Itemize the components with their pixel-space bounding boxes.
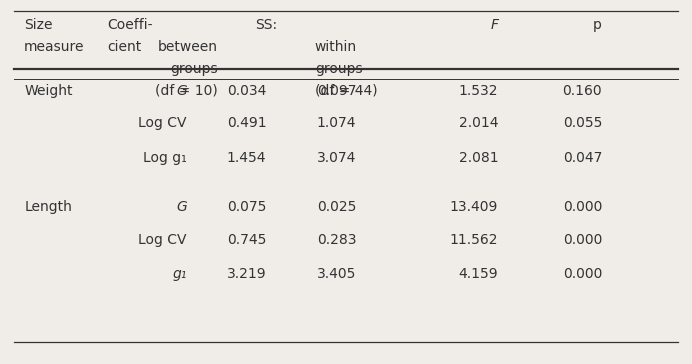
Text: 0.160: 0.160 [563, 84, 602, 98]
Text: 0.025: 0.025 [317, 200, 356, 214]
Text: 11.562: 11.562 [450, 233, 498, 247]
Text: 0.000: 0.000 [563, 233, 602, 247]
Text: 1.454: 1.454 [227, 151, 266, 165]
Text: 0.000: 0.000 [563, 200, 602, 214]
Text: F: F [490, 18, 498, 32]
Text: 3.405: 3.405 [317, 268, 356, 281]
Text: Log g₁: Log g₁ [143, 151, 187, 165]
Text: Length: Length [24, 200, 72, 214]
Text: within: within [315, 40, 357, 54]
Text: 0.047: 0.047 [563, 151, 602, 165]
Text: Coeffi-: Coeffi- [107, 18, 153, 32]
Text: Log CV: Log CV [138, 116, 187, 130]
Text: (df = 10): (df = 10) [155, 84, 218, 98]
Text: cient: cient [107, 40, 141, 54]
Text: SS:: SS: [255, 18, 277, 32]
Text: 0.745: 0.745 [227, 233, 266, 247]
Text: 0.491: 0.491 [227, 116, 266, 130]
Text: 2.014: 2.014 [459, 116, 498, 130]
Text: (df = 44): (df = 44) [315, 84, 377, 98]
Text: 0.283: 0.283 [317, 233, 356, 247]
Text: Size: Size [24, 18, 53, 32]
Text: 0.055: 0.055 [563, 116, 602, 130]
Text: 4.159: 4.159 [459, 268, 498, 281]
Text: 2.081: 2.081 [459, 151, 498, 165]
Text: G: G [176, 84, 187, 98]
Text: Weight: Weight [24, 84, 73, 98]
Text: measure: measure [24, 40, 84, 54]
Text: 0.075: 0.075 [227, 200, 266, 214]
Text: p: p [593, 18, 602, 32]
Text: g₁: g₁ [172, 268, 187, 281]
Text: 3.219: 3.219 [227, 268, 266, 281]
Text: G: G [176, 200, 187, 214]
Text: 0.000: 0.000 [563, 268, 602, 281]
Text: 1.532: 1.532 [459, 84, 498, 98]
Text: Log CV: Log CV [138, 233, 187, 247]
Text: 13.409: 13.409 [450, 200, 498, 214]
Text: between: between [158, 40, 218, 54]
Text: groups: groups [170, 62, 218, 76]
Text: 0.097: 0.097 [317, 84, 356, 98]
Text: 0.034: 0.034 [227, 84, 266, 98]
Text: 1.074: 1.074 [317, 116, 356, 130]
Text: 3.074: 3.074 [317, 151, 356, 165]
Text: groups: groups [315, 62, 363, 76]
